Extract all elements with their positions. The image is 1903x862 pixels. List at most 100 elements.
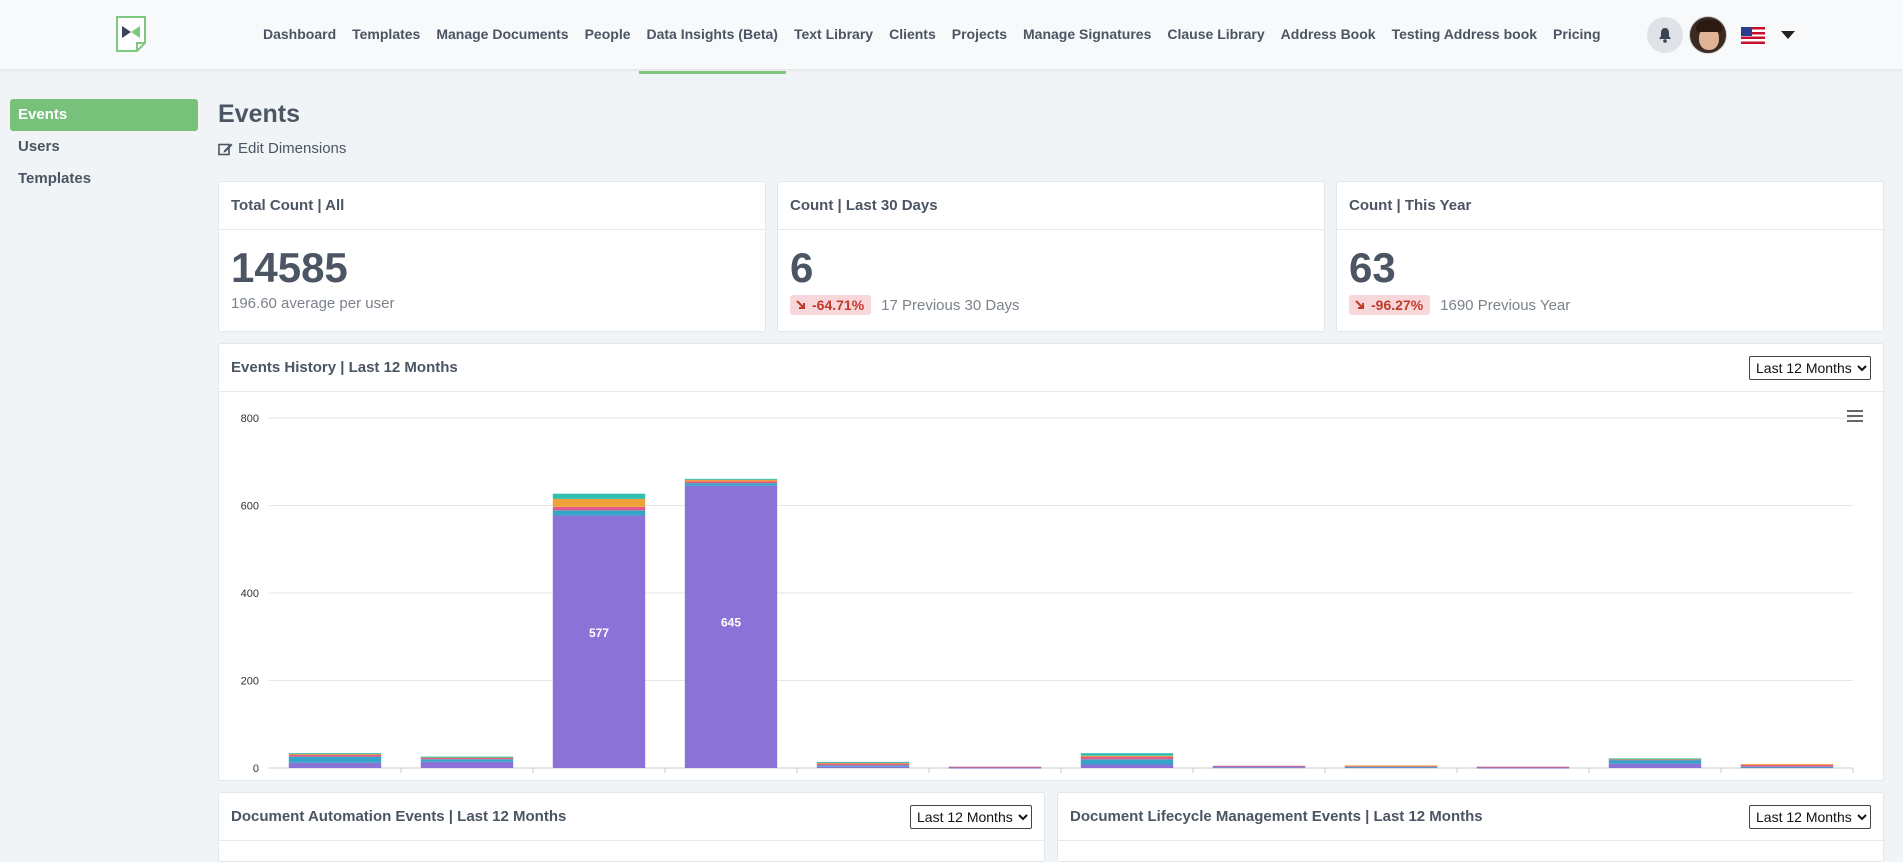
card-title-text: Document Automation Events | Last 12 Mon… [231,808,567,825]
bar-segment [684,478,778,480]
nav-item-address-book[interactable]: Address Book [1280,26,1376,42]
edit-dimensions-link[interactable]: Edit Dimensions [218,140,346,157]
x-tick-label: 07/2024 [313,779,357,781]
stat-card-total: Total Count | All 14585 196.60 average p… [218,181,766,332]
x-tick-label: 01/2025 [1105,779,1149,781]
nav-item-manage-documents[interactable]: Manage Documents [436,26,569,42]
bar-segment [1344,765,1438,767]
bar-segment [684,479,778,482]
stat-subtext: 196.60 average per user [231,295,395,312]
x-tick-label: 11/2024 [842,779,885,781]
bar-segment [1740,764,1834,767]
bar-segment [420,757,514,760]
bar-segment [1344,766,1438,768]
bar-segment [1080,764,1174,768]
stat-subtext: 1690 Previous Year [1440,296,1571,314]
chart-title: Events History | Last 12 Months [231,359,458,376]
bar-segment [684,481,778,484]
bar-segment [1608,758,1702,760]
bar-segment [948,766,1042,768]
automation-events-card: Document Automation Events | Last 12 Mon… [218,792,1045,862]
user-avatar[interactable] [1689,16,1727,54]
bar-segment [1080,753,1174,756]
language-dropdown-icon[interactable] [1781,31,1795,39]
us-flag-icon[interactable] [1741,26,1765,44]
y-tick-label: 400 [241,588,259,600]
chart-card-title: Events History | Last 12 Months Last 12 … [219,344,1883,392]
nav-item-text-library[interactable]: Text Library [793,26,874,42]
sidebar: Events Users Templates [10,99,198,195]
nav-item-manage-signatures[interactable]: Manage Signatures [1023,26,1152,42]
data-label: 577 [589,626,609,640]
bar-segment [288,753,382,755]
sidebar-item-templates[interactable]: Templates [18,170,92,187]
edit-dimensions-label: Edit Dimensions [238,140,347,157]
bar-segment [1476,766,1570,768]
bar-segment [1080,756,1174,760]
bar-segment [684,483,778,486]
change-value: -64.71% [812,297,865,313]
bar-segment [816,762,910,764]
edit-icon [218,143,233,155]
main-nav: Dashboard Templates Manage Documents People… [255,0,1609,74]
bar-segment [420,759,514,762]
bar-segment [816,766,910,768]
events-history-card: Events History | Last 12 Months Last 12 … [218,343,1884,781]
bar-segment [816,765,910,767]
chart-menu-icon[interactable] [1847,409,1863,427]
stat-card-title: Count | Last 30 Days [778,182,1324,230]
bar-segment [1212,767,1306,769]
nav-item-templates[interactable]: Templates [352,26,421,42]
bar-segment [552,493,646,499]
bar-segment [1740,766,1834,768]
arrow-down-right-icon [796,300,805,309]
stat-card-year: Count | This Year 63 -96.27% 1690 Previo… [1336,181,1884,332]
sidebar-item-events[interactable]: Events [10,99,198,131]
nav-item-data-insights-beta[interactable]: Data Insights (Beta) [638,0,786,74]
bar-segment [552,498,646,507]
bar-segment [1212,765,1306,767]
nav-item-pricing[interactable]: Pricing [1553,26,1601,42]
nav-item-dashboard[interactable]: Dashboard [263,26,337,42]
bar-segment [1080,759,1174,765]
x-tick-label: 02/2025 [1237,779,1281,781]
bar-segment [1740,764,1834,766]
nav-item-clause-library[interactable]: Clause Library [1167,26,1265,42]
bar-segment [552,506,646,511]
nav-item-projects[interactable]: Projects [951,26,1008,42]
bar-segment [816,763,910,766]
x-tick-label: 12/2024 [973,779,1017,781]
sidebar-item-users[interactable]: Users [18,138,60,155]
logo-icon[interactable] [115,15,147,53]
range-select[interactable]: Last 12 Months [1749,356,1871,380]
x-tick-label: 09/2024 [577,779,621,781]
stat-card-30days: Count | Last 30 Days 6 -64.71% 17 Previo… [777,181,1325,332]
nav-item-people[interactable]: People [584,26,631,42]
range-select[interactable]: Last 12 Months [910,805,1032,829]
events-history-chart: 0 200 400 600 800 07/2024 08/2024 09/2024 577 10/… [241,413,1854,781]
x-tick-label: 08/2024 [445,779,489,781]
card-title: Document Lifecycle Management Events | L… [1058,793,1883,841]
stat-value: 14585 [231,244,348,291]
data-label: 645 [721,616,741,630]
top-navbar: Dashboard Templates Manage Documents People… [0,0,1903,74]
nav-item-testing-address-book[interactable]: Testing Address book [1391,26,1538,42]
x-tick-label: 03/2025 [1369,779,1413,781]
y-tick-label: 0 [253,763,259,775]
x-tick-label: 05/2025 [1633,779,1677,781]
bar-segment [420,761,514,768]
x-tick-label: 06/2025 [1765,779,1809,781]
notifications-bell-icon[interactable] [1647,17,1683,53]
stat-subtext: 17 Previous 30 Days [881,296,1020,314]
range-select[interactable]: Last 12 Months [1749,805,1871,829]
bar-segment [288,754,382,755]
x-tick-label: 10/2024 [709,779,753,781]
stat-card-title: Total Count | All [219,182,765,230]
nav-item-clients[interactable]: Clients [889,26,936,42]
stat-value: 63 [1349,244,1396,291]
bar-segment [1080,755,1174,757]
bar-segment [1608,760,1702,764]
change-badge: -96.27% [1349,295,1431,315]
bar-segment [552,510,646,516]
arrow-down-right-icon [1355,300,1364,309]
